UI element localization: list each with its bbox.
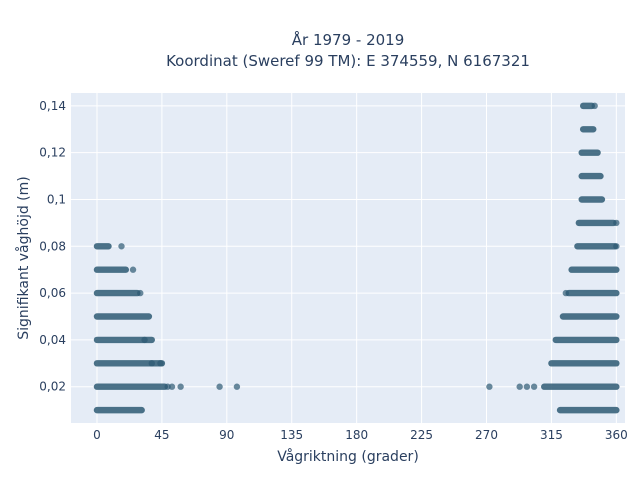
- scatter-point: [148, 360, 155, 367]
- y-tick-label: 0,14: [39, 99, 66, 113]
- scatter-point: [216, 383, 223, 390]
- scatter-point-cluster: [565, 289, 620, 297]
- scatter-point-cluster: [556, 406, 620, 414]
- scatter-point: [177, 383, 184, 390]
- x-tick-label: 0: [93, 428, 101, 442]
- scatter-point-cluster: [578, 149, 601, 156]
- y-axis-ticks: 0,02 0,04 0,06 0,08 0,1 0,12 0,14: [39, 99, 66, 394]
- scatter-point-cluster: [541, 383, 620, 390]
- data-marks: [93, 102, 620, 414]
- scatter-point: [613, 219, 620, 227]
- scatter-point: [137, 289, 144, 297]
- scatter-point-cluster: [93, 266, 130, 273]
- x-tick-label: 180: [345, 428, 368, 442]
- scatter-point-cluster: [93, 360, 166, 367]
- x-tick-label: 225: [410, 428, 433, 442]
- scatter-point-cluster: [579, 126, 597, 133]
- scatter-point: [118, 243, 125, 250]
- x-tick-label: 360: [605, 428, 628, 442]
- scatter-point-cluster: [552, 336, 620, 344]
- y-tick-label: 0,12: [39, 146, 66, 160]
- scatter-point-cluster: [578, 196, 606, 203]
- x-tick-label: 315: [540, 428, 563, 442]
- scatter-point: [168, 383, 176, 390]
- scatter-point: [591, 102, 598, 110]
- scatter-point-cluster: [568, 266, 620, 273]
- scatter-point: [157, 360, 164, 367]
- chart-title-line1: År 1979 - 2019: [292, 30, 405, 49]
- x-tick-label: 135: [280, 428, 303, 442]
- scatter-point-cluster: [579, 102, 596, 110]
- scatter-point-cluster: [93, 313, 153, 320]
- scatter-point: [562, 289, 570, 297]
- scatter-point-cluster: [93, 289, 141, 297]
- y-axis-title: Signifikant våghöjd (m): [15, 176, 32, 339]
- scatter-point-cluster: [93, 406, 145, 414]
- plot-area: [71, 93, 625, 423]
- y-tick-label: 0,02: [39, 380, 66, 394]
- x-tick-label: 45: [154, 428, 169, 442]
- x-tick-label: 270: [475, 428, 498, 442]
- x-axis-ticks: 0 45 90 135 180 225 270 315 360: [93, 428, 628, 442]
- chart-title-line2: Koordinat (Sweref 99 TM): E 374559, N 61…: [166, 52, 530, 70]
- scatter-point-cluster: [93, 383, 168, 390]
- scatter-point: [516, 383, 523, 390]
- y-tick-label: 0,1: [47, 192, 66, 206]
- scatter-point: [141, 336, 148, 344]
- scatter-point: [530, 383, 538, 390]
- y-tick-label: 0,06: [39, 286, 66, 300]
- scatter-point-cluster: [574, 243, 619, 250]
- x-axis-title: Vågriktning (grader): [277, 448, 419, 465]
- scatter-point-cluster: [93, 243, 112, 250]
- scatter-point-cluster: [575, 219, 617, 227]
- scatter-point-cluster: [559, 313, 620, 320]
- x-tick-label: 90: [219, 428, 234, 442]
- scatter-point: [523, 383, 531, 390]
- scatter-point-cluster: [578, 172, 604, 180]
- scatter-point: [129, 266, 137, 273]
- scatter-point-cluster: [548, 360, 620, 367]
- y-tick-label: 0,08: [39, 239, 66, 253]
- scatter-point: [486, 383, 493, 390]
- scatter-point-cluster: [93, 336, 155, 344]
- scatter-point: [233, 383, 241, 390]
- scatter-point: [613, 243, 620, 250]
- y-tick-label: 0,04: [39, 333, 66, 347]
